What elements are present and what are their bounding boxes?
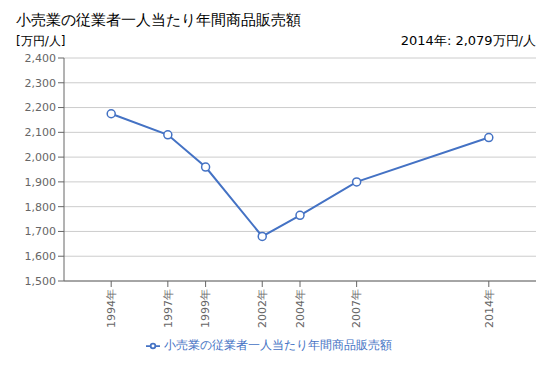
svg-text:2004年: 2004年 bbox=[294, 289, 307, 328]
svg-text:2,000: 2,000 bbox=[25, 151, 57, 164]
html-text:小売業の従業者一人当たり年間商品販売額: 小売業の従業者一人当たり年間商品販売額 bbox=[16, 11, 301, 29]
svg-text:1994年: 1994年 bbox=[105, 289, 118, 328]
html-text:2014年: 2,079万円/人: 2014年: 2,079万円/人 bbox=[400, 33, 536, 48]
svg-text:1,500: 1,500 bbox=[25, 275, 57, 288]
svg-text:1,600: 1,600 bbox=[25, 250, 57, 263]
svg-text:2014年: 2014年 bbox=[483, 289, 496, 328]
svg-text:2,100: 2,100 bbox=[25, 126, 57, 139]
html-text:小売業の従業者一人当たり年間商品販売額: 小売業の従業者一人当たり年間商品販売額 bbox=[164, 338, 392, 352]
svg-text:1997年: 1997年 bbox=[162, 289, 175, 328]
svg-text:2007年: 2007年 bbox=[350, 289, 363, 328]
html-text:[万円/人]: [万円/人] bbox=[16, 34, 66, 48]
svg-text:2,400: 2,400 bbox=[25, 52, 57, 65]
svg-text:2,300: 2,300 bbox=[25, 77, 57, 90]
svg-text:1999年: 1999年 bbox=[199, 289, 212, 328]
svg-text:2002年: 2002年 bbox=[256, 289, 269, 328]
svg-text:2,200: 2,200 bbox=[25, 101, 57, 114]
svg-text:1,900: 1,900 bbox=[25, 176, 57, 189]
svg-text:1,800: 1,800 bbox=[25, 201, 57, 214]
svg-text:1,700: 1,700 bbox=[25, 225, 57, 238]
